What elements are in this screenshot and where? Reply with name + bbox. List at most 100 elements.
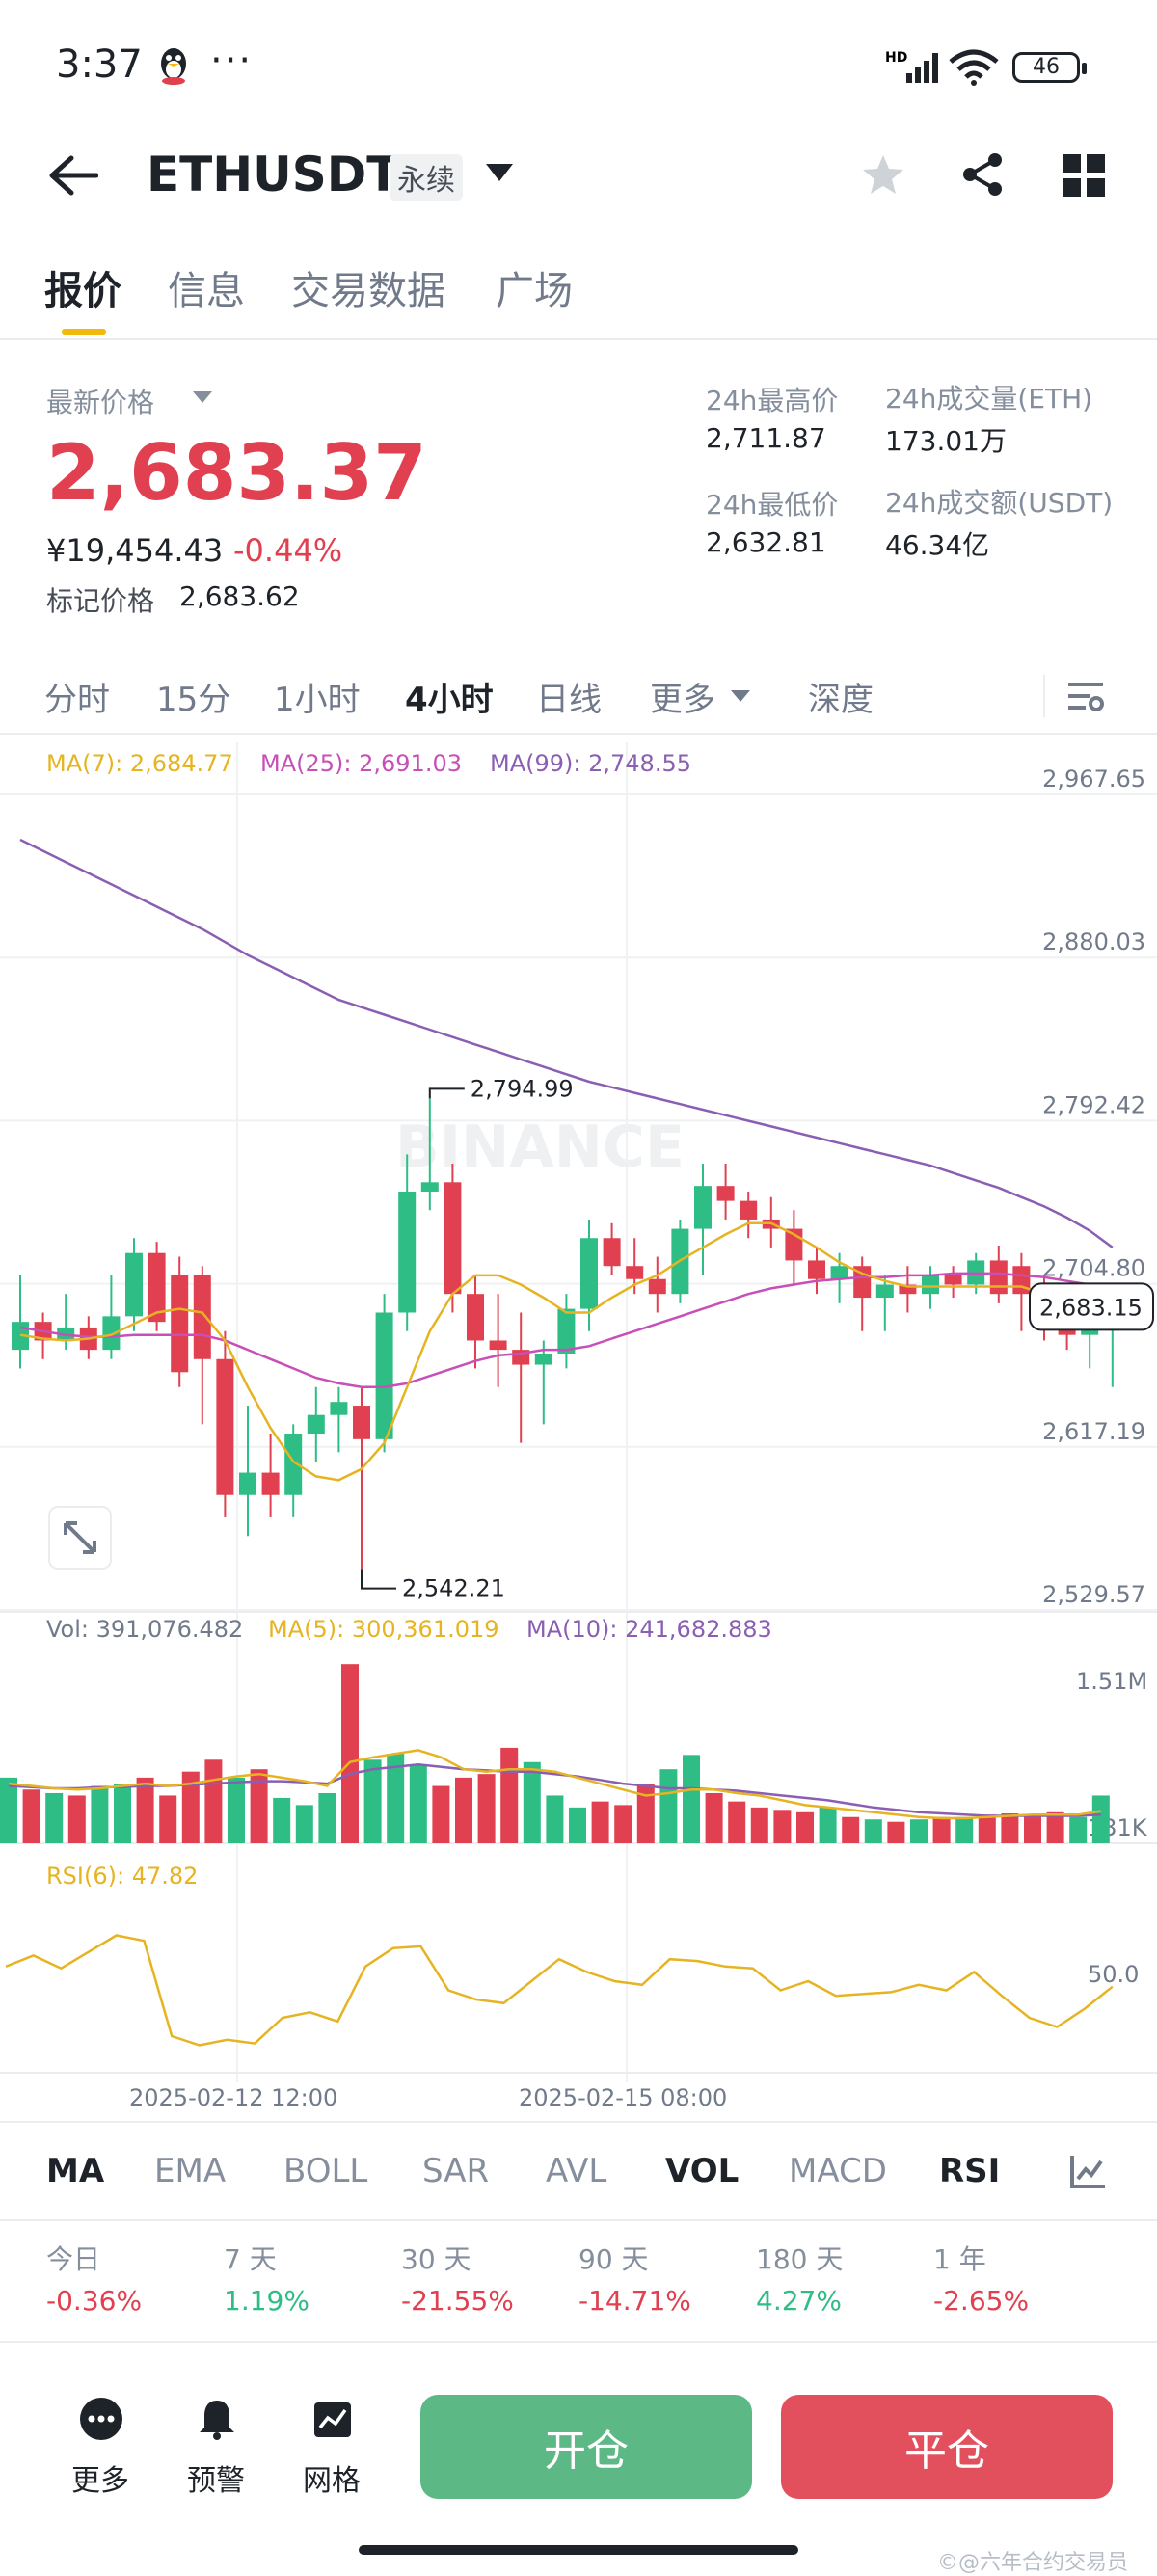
volume-bar xyxy=(955,1816,974,1843)
candle-body xyxy=(444,1182,462,1295)
home-indicator[interactable] xyxy=(359,2545,798,2555)
candle xyxy=(12,1275,29,1369)
interval-bar: 分时 15分 1小时 4小时 日线 更多 深度 xyxy=(0,656,1157,735)
candle xyxy=(557,1294,576,1369)
indicator-rsi[interactable]: RSI xyxy=(939,2152,1001,2190)
symbol-dropdown-caret-icon[interactable] xyxy=(486,164,513,181)
chart-area[interactable]: BINANCE MA(7): 2,684.77 MA(25): 2,691.03… xyxy=(0,735,1157,2121)
tab-quote[interactable]: 报价 xyxy=(44,269,121,313)
perf-value-180d: 4.27% xyxy=(756,2285,842,2317)
indicator-settings-icon[interactable] xyxy=(1068,2152,1107,2190)
ma7-line xyxy=(19,1221,1114,1482)
candle xyxy=(398,1154,417,1331)
back-arrow-icon[interactable] xyxy=(48,154,98,197)
perf-value-30d: -21.55% xyxy=(401,2285,514,2317)
candle xyxy=(216,1330,234,1517)
ma25-legend: MA(25): 2,691.03 xyxy=(260,750,462,777)
candle-body xyxy=(307,1414,325,1435)
indicator-ma[interactable]: MA xyxy=(46,2152,105,2190)
perf-label-180d: 180 天 xyxy=(756,2243,844,2275)
candle-body xyxy=(603,1238,621,1267)
candle xyxy=(603,1222,621,1275)
volume-bar xyxy=(250,1769,268,1843)
current-price-tag-text: 2,683.15 xyxy=(1039,1294,1143,1321)
perf-label-today: 今日 xyxy=(46,2243,101,2275)
indicator-ema[interactable]: EMA xyxy=(154,2152,227,2190)
interval-more[interactable]: 更多 xyxy=(650,681,715,719)
perf-value-1y: -2.65% xyxy=(933,2285,1030,2317)
indicator-macd[interactable]: MACD xyxy=(789,2152,887,2190)
close-position-button[interactable]: 平仓 xyxy=(781,2395,1113,2499)
interval-4h[interactable]: 4小时 xyxy=(405,681,494,719)
volume-bar xyxy=(500,1747,519,1843)
current-price-tag xyxy=(1029,1282,1154,1331)
candle xyxy=(148,1242,166,1331)
main-tabs: 报价 信息 交易数据 广场 xyxy=(0,246,1157,340)
latest-price-caret-icon[interactable] xyxy=(193,391,212,403)
alert-label[interactable]: 预警 xyxy=(187,2464,245,2498)
perf-label-90d: 90 天 xyxy=(578,2243,649,2275)
volume-bar xyxy=(659,1769,678,1843)
indicator-boll[interactable]: BOLL xyxy=(283,2152,368,2190)
volume-bar xyxy=(204,1759,223,1843)
last-price: 2,683.37 xyxy=(46,428,427,518)
share-icon[interactable] xyxy=(958,150,1007,199)
volume-bar xyxy=(136,1777,154,1843)
candle xyxy=(420,1098,439,1211)
open-position-button[interactable]: 开仓 xyxy=(420,2395,752,2499)
volume-ma5-line xyxy=(8,1749,1101,1820)
interval-timeline[interactable]: 分时 xyxy=(44,681,110,719)
interval-15m[interactable]: 15分 xyxy=(156,681,231,719)
volume-bar xyxy=(159,1795,177,1843)
more-caret-icon[interactable] xyxy=(731,690,750,702)
latest-price-label[interactable]: 最新价格 xyxy=(46,387,155,418)
price-tick-label: 2,529.57 xyxy=(1042,1581,1145,1608)
grid-bot-icon[interactable] xyxy=(310,2397,355,2441)
candle xyxy=(534,1340,552,1425)
symbol-title[interactable]: ETHUSDT xyxy=(147,147,400,202)
candle-body xyxy=(284,1434,303,1495)
indicator-sar[interactable]: SAR xyxy=(422,2152,490,2190)
candle-body xyxy=(875,1284,894,1299)
candle xyxy=(853,1256,872,1331)
chart-settings-icon[interactable] xyxy=(1066,677,1105,715)
performance-row: 今日 -0.36% 7 天 1.19% 30 天 -21.55% 90 天 -1… xyxy=(0,2219,1157,2343)
candle-body xyxy=(944,1275,962,1285)
candle-body xyxy=(375,1312,393,1439)
interval-depth[interactable]: 深度 xyxy=(808,681,874,719)
volume-bar xyxy=(67,1795,86,1843)
x-label-2: 2025-02-15 08:00 xyxy=(519,2084,727,2111)
tab-info[interactable]: 信息 xyxy=(168,269,245,313)
status-more-dots: ··· xyxy=(210,39,254,83)
indicator-avl[interactable]: AVL xyxy=(546,2152,607,2190)
more-label[interactable]: 更多 xyxy=(71,2464,129,2498)
candle-body xyxy=(193,1275,211,1359)
alert-bell-icon[interactable] xyxy=(195,2397,239,2441)
indicator-vol[interactable]: VOL xyxy=(665,2152,740,2190)
candle-body xyxy=(171,1275,189,1373)
candle-body xyxy=(694,1186,712,1229)
high-24h-value: 2,711.87 xyxy=(706,422,826,454)
volume-usdt-value: 46.34亿 xyxy=(885,529,990,561)
volume-bar xyxy=(341,1664,359,1843)
grid-label[interactable]: 网格 xyxy=(303,2464,361,2498)
candle-body xyxy=(899,1284,917,1295)
ma99-legend: MA(99): 2,748.55 xyxy=(490,750,691,777)
grid-menu-icon[interactable] xyxy=(1063,154,1105,197)
ma7-legend: MA(7): 2,684.77 xyxy=(46,750,233,777)
volume-bar xyxy=(1024,1814,1041,1843)
favorite-star-icon[interactable] xyxy=(860,152,906,199)
kline-chart[interactable]: BINANCE MA(7): 2,684.77 MA(25): 2,691.03… xyxy=(0,735,1157,2121)
tab-trading-data[interactable]: 交易数据 xyxy=(291,269,445,313)
more-dots-icon[interactable] xyxy=(79,2397,123,2441)
interval-1h[interactable]: 1小时 xyxy=(274,681,361,719)
tab-square[interactable]: 广场 xyxy=(496,269,573,313)
volume-bar xyxy=(22,1789,40,1843)
candle-body xyxy=(922,1275,939,1295)
candle xyxy=(353,1386,370,1570)
volume-bar xyxy=(614,1805,632,1843)
interval-1d[interactable]: 日线 xyxy=(536,681,602,719)
expand-chart-button[interactable] xyxy=(48,1506,112,1570)
volume-bar xyxy=(864,1819,882,1843)
volume-bar xyxy=(318,1792,336,1843)
